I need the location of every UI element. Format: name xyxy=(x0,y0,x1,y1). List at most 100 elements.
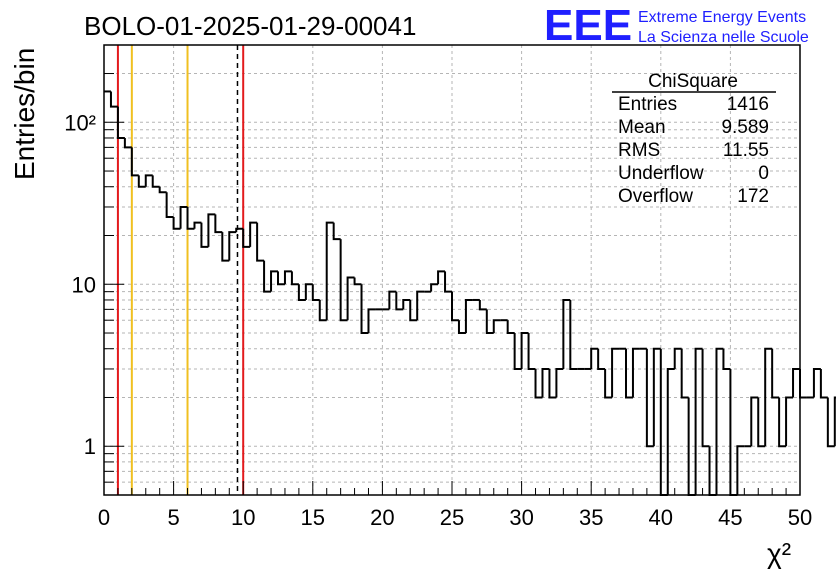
histogram-bin xyxy=(304,283,313,300)
histogram-bin xyxy=(332,222,341,241)
histogram-bin xyxy=(200,222,209,248)
histogram-bin xyxy=(722,348,731,370)
chart-title: BOLO-01-2025-01-29-00041 xyxy=(84,11,416,41)
x-tick-label: 0 xyxy=(98,505,110,530)
histogram-bin xyxy=(137,175,146,188)
histogram-bin xyxy=(277,271,285,286)
histogram-bin xyxy=(485,309,494,335)
stats-row-label: Overflow xyxy=(618,186,693,207)
histogram-bin xyxy=(701,348,710,448)
histogram-bin xyxy=(437,270,446,285)
logo-mark: EEE xyxy=(544,1,632,50)
histogram-bin xyxy=(771,348,780,399)
histogram-bin xyxy=(569,299,578,370)
y-tick-label: 1 xyxy=(84,434,96,459)
histogram-bin xyxy=(611,347,620,398)
histogram-bin xyxy=(360,284,369,335)
histogram-bin xyxy=(130,147,139,177)
histogram-bin xyxy=(492,319,501,334)
histogram-bin xyxy=(367,308,376,334)
histogram-bin xyxy=(548,368,557,399)
histogram-bin xyxy=(249,221,258,247)
histogram-bin xyxy=(179,205,188,229)
histogram-bin xyxy=(158,186,167,194)
x-tick-label: 35 xyxy=(579,505,603,530)
histogram-bin xyxy=(451,291,459,322)
histogram-bin xyxy=(478,299,487,311)
histogram-bin xyxy=(214,214,223,234)
histogram-bin xyxy=(562,298,571,369)
histogram-bin xyxy=(812,367,821,398)
histogram-bin xyxy=(116,106,125,139)
reference-lines xyxy=(116,45,245,495)
stats-row-label: Mean xyxy=(618,117,666,138)
histogram-bin xyxy=(283,270,292,285)
x-tick-label: 5 xyxy=(167,505,179,530)
histogram-bin xyxy=(778,397,787,448)
histogram-bin xyxy=(325,221,334,321)
x-tick-label: 25 xyxy=(440,505,464,530)
stats-box: ChiSquare Entries 1416 Mean 9.589 RMS 11.55 Un… xyxy=(612,71,776,207)
histogram-bin xyxy=(819,368,828,399)
histogram-bin xyxy=(785,396,794,447)
histogram-bin xyxy=(694,347,703,495)
histogram-bin xyxy=(109,91,118,108)
x-tick-label: 45 xyxy=(718,505,742,530)
histogram-bin xyxy=(729,368,738,496)
histogram-bin xyxy=(590,347,599,369)
axes xyxy=(103,44,801,496)
histogram-bin xyxy=(652,347,661,447)
stats-row-value: 0 xyxy=(758,163,769,184)
histogram-bin xyxy=(353,277,362,286)
histogram-bin xyxy=(792,367,800,398)
histogram-bin xyxy=(311,284,320,301)
histogram-bin xyxy=(207,213,216,247)
histogram-bin xyxy=(256,222,265,262)
histogram-bin xyxy=(715,347,724,495)
histogram-bin xyxy=(263,260,272,293)
y-tick-label: 10 xyxy=(72,272,96,297)
histogram-bin xyxy=(736,445,745,495)
histogram-bin xyxy=(513,333,522,370)
histogram-bin xyxy=(270,270,278,292)
stats-row-value: 11.55 xyxy=(723,140,769,161)
histogram-bin xyxy=(520,332,529,369)
histogram-bin xyxy=(165,192,174,219)
histogram-bin xyxy=(242,228,251,248)
histogram-bin xyxy=(750,396,759,447)
histogram-bin xyxy=(604,368,613,399)
histogram-bin xyxy=(833,396,836,447)
histogram-bin xyxy=(318,299,327,322)
histogram-bin xyxy=(555,367,564,398)
histogram-bin xyxy=(799,368,807,399)
stats-row-label: Underflow xyxy=(618,163,704,184)
histogram-bin xyxy=(457,320,466,335)
histogram-bin xyxy=(764,347,773,447)
histogram-bin xyxy=(228,231,237,261)
histogram-bin xyxy=(631,347,640,398)
x-tick-label: 20 xyxy=(370,505,394,530)
histogram-bin xyxy=(506,320,515,335)
histogram-bin xyxy=(659,348,668,496)
x-tick-label: 40 xyxy=(649,505,673,530)
histogram-bin xyxy=(221,232,230,262)
stats-row-value: 1416 xyxy=(727,94,769,115)
stats-row-label: Entries xyxy=(618,94,677,115)
histogram-bars xyxy=(104,90,836,496)
x-tick-label: 10 xyxy=(231,505,255,530)
x-tick-label: 15 xyxy=(301,505,325,530)
histogram-bin xyxy=(680,348,689,399)
histogram-bin xyxy=(339,239,348,322)
histogram-bin xyxy=(235,227,244,233)
histogram-bin xyxy=(597,348,606,370)
histogram-bin xyxy=(430,283,439,292)
histogram-bin xyxy=(541,367,550,398)
histogram-bin xyxy=(409,299,418,322)
logo-line-2: La Scienza nelle Scuole xyxy=(638,29,809,46)
histogram-bin xyxy=(193,221,202,229)
histogram-bin xyxy=(346,276,355,321)
histogram-bin xyxy=(144,174,153,187)
histogram-bin xyxy=(290,271,299,286)
histogram-bin xyxy=(666,367,675,495)
histogram-bin xyxy=(464,298,473,334)
